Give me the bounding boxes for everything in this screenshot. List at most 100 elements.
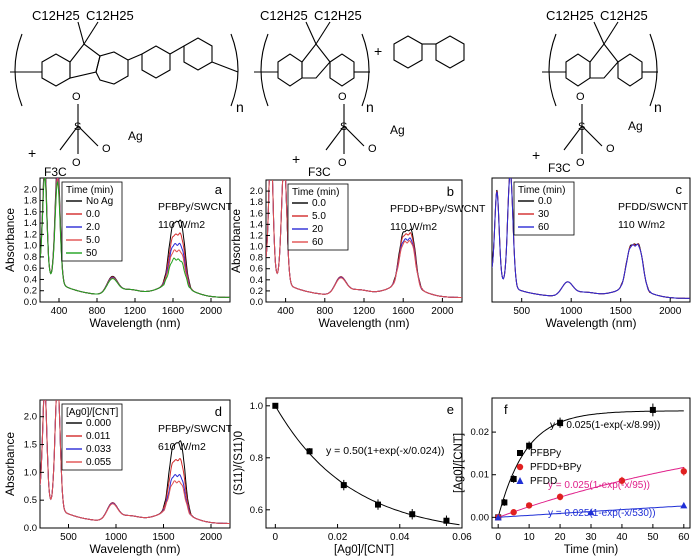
y-tick-label-a-5: 1.0 bbox=[24, 241, 37, 252]
plus-right: + bbox=[532, 147, 540, 163]
bracket-right bbox=[230, 33, 239, 107]
ag-left: Ag bbox=[128, 129, 143, 143]
o-right-bridge: O bbox=[606, 143, 615, 155]
y-tick-label-b-4: 0.8 bbox=[250, 253, 263, 264]
data-point-f-0-4 bbox=[557, 419, 564, 426]
fit-label-f-0: y = 0.025(1-exp(-x/8.99)) bbox=[550, 420, 660, 431]
panel-letter-e: e bbox=[447, 402, 454, 417]
legend-label-d-1: 0.011 bbox=[86, 431, 111, 442]
x-tick-label-c-2: 1500 bbox=[610, 306, 633, 317]
panel-title-c: PFDD/SWCNT bbox=[618, 201, 689, 213]
o-left-bridge: O bbox=[102, 143, 111, 155]
y-tick-label-d-3: 1.5 bbox=[24, 440, 37, 451]
y-tick-label-a-2: 0.4 bbox=[24, 274, 37, 285]
panel-d: 500 1000 1500 2000 0.0 0.5 1.0 1.5 2.0 Wavelength… bbox=[3, 399, 233, 556]
structure-middle bbox=[254, 21, 465, 154]
x-tick-label-a-4: 2000 bbox=[200, 306, 223, 317]
data-point-f-0-3 bbox=[526, 442, 533, 449]
series-line-b-3 bbox=[266, 180, 462, 298]
f3c-left: F3C bbox=[44, 165, 67, 179]
series-line-a-4 bbox=[40, 178, 230, 298]
ag-right: Ag bbox=[628, 119, 643, 133]
x-axis-label-b: Wavelength (nm) bbox=[319, 316, 410, 330]
legend-label-d-0: 0.000 bbox=[86, 418, 111, 429]
x-tick-label-f-5: 50 bbox=[647, 532, 659, 543]
y-axis-label-f: [Ag0]/[CNT] bbox=[453, 433, 465, 493]
y-tick-label-b-6: 1.2 bbox=[250, 230, 263, 241]
x-tick-label-b-0: 400 bbox=[277, 306, 294, 317]
fit-label-f-2: y = 0.025(1-exp(-x/530)) bbox=[548, 508, 656, 519]
y-tick-label-a-1: 0.2 bbox=[24, 286, 37, 297]
legend-label-b-3: 60 bbox=[312, 237, 324, 248]
panel-title-a: PFBPy/SWCNT bbox=[158, 201, 233, 213]
legend-title-d: [Ag0]/[CNT] bbox=[66, 407, 118, 418]
panel-e: 0 0.02 0.04 0.06 0.6 0.8 1.0 [Ag0]/[CNT] (S11)/(… bbox=[233, 397, 472, 556]
o-right-top: O bbox=[576, 91, 585, 103]
o-mid-top: O bbox=[338, 91, 347, 103]
legend-box-d bbox=[61, 403, 123, 471]
x-tick-label-f-2: 20 bbox=[555, 532, 567, 543]
legend-label-d-3: 0.055 bbox=[86, 457, 111, 468]
y-tick-label-a-6: 1.2 bbox=[24, 229, 37, 240]
legend-marker-f-1 bbox=[516, 463, 524, 471]
alkyl-left-1: C12H25 bbox=[32, 8, 80, 23]
y-tick-label-b-1: 0.2 bbox=[250, 286, 263, 297]
ag-mid: Ag bbox=[390, 123, 405, 137]
panel-f: 0 10 20 30 40 50 60 0.00 0.01 0.02 Time (min) [Ag0]… bbox=[453, 397, 691, 556]
panel-subtitle-a: 110 W/m2 bbox=[158, 219, 205, 231]
x-tick-label-b-1: 800 bbox=[316, 306, 333, 317]
x-tick-label-a-0: 400 bbox=[51, 306, 68, 317]
legend-label-c-0: 0.0 bbox=[538, 196, 552, 207]
y-tick-label-b-0: 0.0 bbox=[250, 297, 263, 308]
alkyl-mid-1: C12H25 bbox=[260, 8, 308, 23]
legend-marker-f-2 bbox=[516, 477, 524, 484]
legend-box-a bbox=[61, 181, 123, 262]
panel-title-b: PFDD+BPy/SWCNT bbox=[390, 203, 486, 215]
data-point-e-1 bbox=[306, 448, 313, 455]
data-point-f-1-1 bbox=[510, 509, 517, 516]
legend-label-c-2: 60 bbox=[538, 222, 550, 233]
data-point-f-1-3 bbox=[556, 493, 564, 501]
data-point-e-4 bbox=[409, 511, 416, 518]
legend-label-a-0: No Ag bbox=[86, 196, 113, 207]
y-tick-label-b-7: 1.4 bbox=[250, 219, 263, 230]
x-axis-label-c: Wavelength (nm) bbox=[546, 316, 637, 330]
x-tick-label-e-2: 0.04 bbox=[390, 532, 410, 543]
y-tick-label-f-0: 0.00 bbox=[471, 512, 490, 523]
y-tick-label-b-9: 1.8 bbox=[250, 197, 263, 208]
legend-label-f-1: PFDD+BPy bbox=[530, 462, 581, 473]
y-tick-label-d-4: 2.0 bbox=[24, 412, 37, 423]
data-point-f-0-1 bbox=[501, 499, 508, 506]
data-point-e-3 bbox=[375, 501, 381, 508]
x-tick-label-f-1: 10 bbox=[524, 532, 536, 543]
x-axis-label-f: Time (min) bbox=[564, 544, 619, 556]
y-axis-label-a: Absorbance bbox=[3, 208, 17, 272]
x-tick-label-a-2: 1200 bbox=[124, 306, 147, 317]
x-axis-label-e: [Ag0]/[CNT] bbox=[334, 544, 394, 556]
repeat-mid: n bbox=[366, 99, 374, 115]
o-left-bottom: O bbox=[72, 157, 81, 169]
y-tick-label-a-9: 1.8 bbox=[24, 196, 37, 207]
o-mid-bottom: O bbox=[338, 157, 347, 169]
x-axis-label-d: Wavelength (nm) bbox=[90, 542, 181, 556]
data-point-f-0-5 bbox=[649, 406, 656, 413]
x-tick-label-e-3: 0.06 bbox=[452, 532, 472, 543]
x-tick-label-f-4: 40 bbox=[616, 532, 628, 543]
y-tick-label-e-0: 0.6 bbox=[250, 505, 263, 516]
y-tick-label-d-0: 0.0 bbox=[24, 523, 37, 534]
y-tick-label-b-5: 1.0 bbox=[250, 242, 263, 253]
legend-label-a-1: 0.0 bbox=[86, 209, 100, 220]
legend-box-c bbox=[513, 181, 575, 236]
panel-subtitle-c: 110 W/m2 bbox=[618, 219, 665, 231]
data-point-f-1-2 bbox=[525, 502, 533, 509]
y-tick-label-a-8: 1.6 bbox=[24, 207, 37, 218]
structure-right bbox=[542, 21, 658, 154]
panel-letter-f: f bbox=[504, 402, 508, 417]
panel-subtitle-b: 110 W/m2 bbox=[390, 221, 437, 233]
plot-frame bbox=[39, 399, 231, 529]
fit-label-f-1: y = 0.025(1-exp(-x/95)) bbox=[548, 480, 650, 491]
legend-title-c: Time (min) bbox=[518, 185, 565, 196]
y-tick-label-e-1: 0.8 bbox=[250, 453, 263, 464]
x-tick-label-e-0: 0 bbox=[273, 532, 279, 543]
